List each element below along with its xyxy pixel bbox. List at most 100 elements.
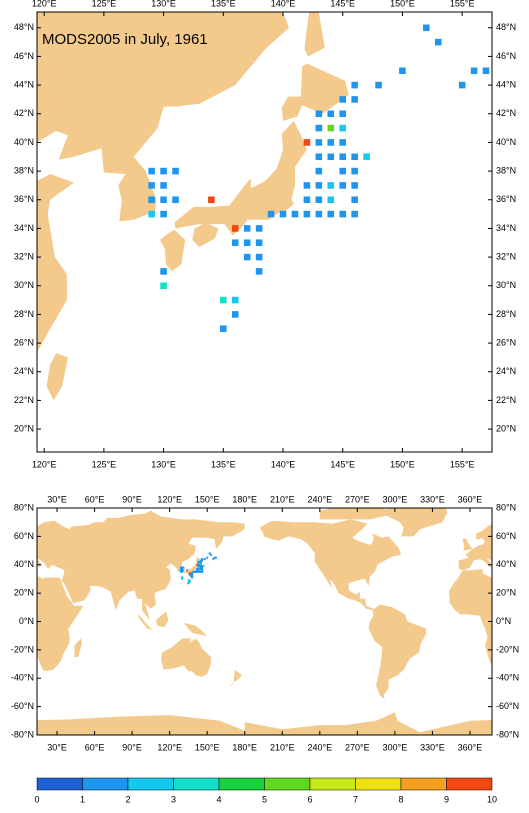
y-tick-label: 32°N	[14, 251, 34, 261]
observation-cell	[192, 570, 195, 573]
observation-cell	[148, 167, 155, 175]
observation-cell	[181, 570, 184, 573]
observation-cell	[197, 566, 200, 569]
observation-cell	[199, 559, 202, 562]
observation-cell	[187, 582, 190, 585]
land	[160, 638, 211, 677]
y-tick-label: -80°N	[11, 729, 34, 739]
observation-cell	[315, 110, 323, 118]
observation-cell	[339, 110, 347, 118]
observation-cell	[434, 38, 442, 46]
land	[448, 569, 492, 667]
observation-cell	[148, 196, 155, 204]
land	[379, 508, 448, 537]
observation-cell	[231, 296, 239, 304]
y-tick-label: -20°N	[11, 644, 34, 654]
x-tick-label: 210°E	[270, 494, 295, 504]
observation-cell	[214, 556, 217, 559]
y-tick-label: 20°N	[14, 588, 34, 598]
observation-cell	[181, 568, 184, 571]
observation-cell	[363, 153, 370, 161]
y-tick-label: 20°N	[14, 423, 34, 433]
observation-cell	[203, 558, 206, 561]
y-tick-label: 0°N	[496, 616, 511, 626]
y-tick-label: 40°N	[14, 137, 34, 147]
observation-cell	[351, 167, 358, 175]
observation-cell	[201, 559, 204, 562]
observation-cell	[197, 568, 200, 571]
observation-cell	[327, 110, 335, 118]
y-tick-label: -40°N	[11, 673, 34, 683]
observation-cell	[339, 210, 347, 218]
observation-cell	[181, 577, 184, 580]
observation-cell	[160, 167, 167, 175]
observation-cell	[198, 560, 201, 563]
observation-cell	[351, 96, 358, 103]
observation-cell	[243, 225, 251, 232]
observation-cell	[220, 296, 227, 304]
observation-cell	[148, 210, 155, 218]
y-tick-label: 40°N	[496, 137, 516, 147]
x-tick-label: 130°E	[151, 459, 176, 469]
observation-cell	[160, 182, 167, 189]
observation-cell	[198, 570, 201, 573]
observation-cell	[243, 253, 251, 261]
observation-cell	[191, 572, 194, 575]
y-tick-label: 80°N	[496, 502, 516, 512]
y-tick-label: 34°N	[14, 223, 34, 233]
colorbar-swatch	[446, 777, 493, 791]
land	[244, 712, 492, 735]
observation-cell	[220, 325, 227, 333]
observation-cell	[199, 568, 202, 571]
colorbar-swatch	[82, 777, 129, 791]
observation-cell	[198, 568, 201, 571]
map-title: MODS2005 in July, 1961	[42, 31, 208, 48]
land	[183, 622, 208, 636]
observation-cell	[243, 239, 251, 247]
land	[37, 715, 245, 735]
colorbar-label: 4	[216, 794, 221, 804]
y-tick-label: 44°N	[496, 79, 516, 89]
x-tick-label: 120°E	[157, 742, 182, 752]
observation-cell	[303, 182, 311, 189]
observation-cell	[189, 575, 192, 578]
x-tick-label: 145°E	[330, 0, 355, 8]
observation-cell	[188, 580, 191, 583]
x-tick-label: 180°E	[232, 742, 257, 752]
observation-cell	[482, 67, 490, 75]
observation-cell	[199, 563, 202, 566]
observation-cell	[189, 572, 192, 575]
colorbar-label: 8	[398, 794, 403, 804]
x-tick-label: 270°E	[345, 742, 370, 752]
observation-cell	[339, 139, 347, 146]
observation-cell	[339, 96, 347, 103]
y-tick-label: 30°N	[496, 280, 516, 290]
observation-cell	[201, 569, 204, 572]
observation-cell	[196, 568, 199, 571]
y-tick-label: -60°N	[11, 701, 34, 711]
y-tick-label: 28°N	[496, 309, 516, 319]
y-tick-label: 34°N	[496, 223, 516, 233]
x-tick-label: 135°E	[211, 459, 236, 469]
x-tick-label: 150°E	[390, 459, 415, 469]
land	[46, 353, 68, 401]
observation-cell	[327, 153, 335, 161]
colorbar-swatch	[309, 777, 356, 791]
x-tick-label: 120°E	[32, 459, 57, 469]
observation-cell	[199, 562, 202, 565]
observation-cell	[196, 569, 199, 572]
observation-cell	[201, 566, 204, 569]
land	[174, 120, 307, 236]
colorbar-swatch	[36, 777, 83, 791]
observation-cell	[279, 210, 287, 218]
observation-cell	[197, 560, 200, 563]
y-tick-label: 32°N	[496, 251, 516, 261]
x-tick-label: 150°E	[195, 742, 220, 752]
observation-cell	[194, 570, 197, 573]
colorbar-label: 6	[307, 794, 312, 804]
observation-cell	[179, 568, 182, 571]
y-tick-label: 60°N	[14, 531, 34, 541]
observation-cell	[470, 67, 478, 75]
y-tick-label: 46°N	[14, 51, 34, 61]
observation-cell	[212, 558, 215, 561]
